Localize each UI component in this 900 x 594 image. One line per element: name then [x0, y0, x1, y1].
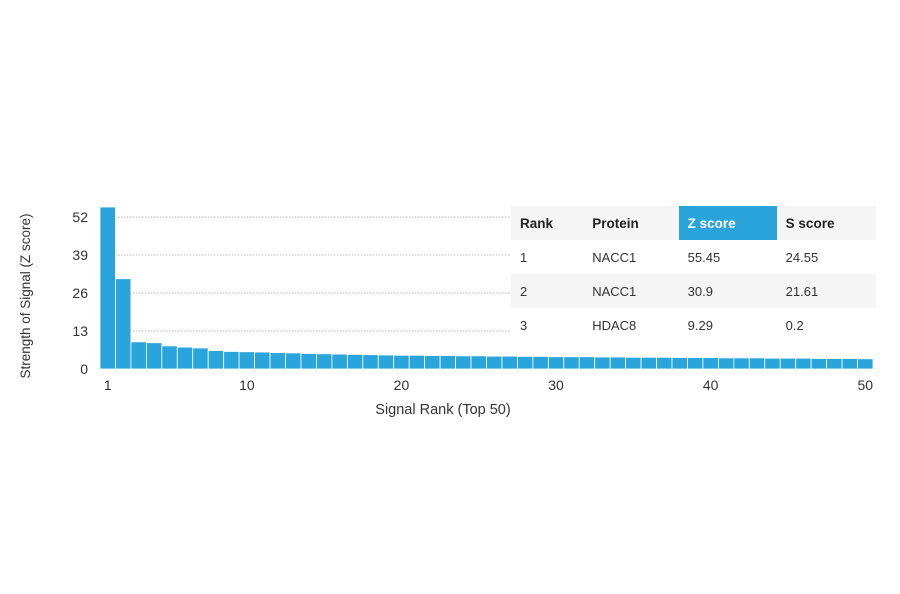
- bar: [377, 354, 395, 370]
- bar: [718, 357, 735, 370]
- bar: [393, 354, 410, 370]
- bar: [687, 357, 704, 370]
- y-tick-label: 39: [72, 247, 88, 263]
- table-row: 3 HDAC8 9.29 0.2: [511, 308, 876, 342]
- bar: [300, 353, 317, 370]
- bar: [207, 350, 225, 370]
- bar: [702, 357, 719, 370]
- bar: [841, 358, 858, 370]
- grid-lines: [100, 216, 510, 332]
- x-axis-label: Signal Rank (Top 50): [375, 402, 510, 418]
- cell-s-score: 24.55: [776, 240, 876, 274]
- score-table: Rank Protein Z score S score 1 NACC1 55.…: [511, 206, 876, 342]
- cell-z-score: 55.45: [678, 240, 777, 274]
- bar: [316, 353, 333, 370]
- y-tick-label: 13: [72, 323, 88, 339]
- bar: [161, 345, 178, 370]
- bar: [145, 342, 163, 370]
- cell-protein: HDAC8: [583, 308, 679, 342]
- header-rank: Rank: [511, 206, 584, 240]
- bar: [424, 355, 441, 370]
- bar: [130, 341, 147, 370]
- cell-protein: NACC1: [583, 240, 679, 274]
- bar: [455, 355, 472, 370]
- bar: [408, 354, 426, 370]
- bar: [285, 352, 302, 370]
- header-z-score: Z score: [678, 206, 777, 240]
- bar: [439, 355, 456, 370]
- x-tick-label: 40: [703, 377, 719, 393]
- x-tick-label: 10: [239, 377, 255, 393]
- bar: [826, 358, 843, 370]
- bar: [517, 356, 534, 370]
- cell-protein: NACC1: [583, 274, 679, 308]
- cell-z-score: 30.9: [678, 274, 777, 308]
- bar: [594, 356, 611, 370]
- table-row: 1 NACC1 55.45 24.55: [511, 240, 876, 274]
- bar: [748, 357, 766, 370]
- x-tick-labels: 1 10 20 30 40 50: [104, 377, 873, 393]
- y-tick-label: 52: [72, 209, 88, 225]
- bar: [671, 357, 688, 370]
- bar: [779, 357, 797, 370]
- table-row: 2 NACC1 30.9 21.61: [511, 274, 876, 308]
- header-s-score: S score: [776, 206, 876, 240]
- x-tick-label: 20: [394, 377, 410, 393]
- x-tick-label: 30: [548, 377, 564, 393]
- bar: [609, 356, 627, 370]
- bar: [486, 355, 503, 370]
- bar: [640, 356, 657, 370]
- cell-s-score: 0.2: [776, 308, 876, 342]
- bar: [331, 353, 348, 370]
- bar: [346, 353, 364, 370]
- y-tick-labels: 0 13 26 39 52: [72, 209, 88, 377]
- x-tick-label: 1: [104, 377, 112, 393]
- bar: [269, 352, 286, 370]
- y-tick-label: 0: [80, 361, 88, 377]
- cell-rank: 1: [511, 240, 584, 274]
- table-header-row: Rank Protein Z score S score: [511, 206, 876, 240]
- cell-rank: 2: [511, 274, 584, 308]
- bar: [470, 355, 487, 370]
- bar: [857, 358, 874, 370]
- bar: [656, 356, 673, 370]
- x-tick-label: 50: [857, 377, 873, 393]
- bar: [192, 347, 209, 370]
- header-protein: Protein: [583, 206, 679, 240]
- bar: [254, 351, 271, 370]
- bars: [99, 206, 874, 370]
- cell-rank: 3: [511, 308, 584, 342]
- bar: [501, 355, 518, 370]
- bar: [532, 356, 549, 370]
- bar: [563, 356, 580, 370]
- bar: [578, 356, 596, 370]
- bar: [362, 354, 379, 370]
- cell-s-score: 21.61: [776, 274, 876, 308]
- y-axis-label: Strength of Signal (Z score): [18, 213, 33, 378]
- y-tick-label: 26: [72, 285, 88, 301]
- bar: [764, 357, 781, 370]
- bar: [115, 278, 132, 370]
- bar: [99, 206, 116, 370]
- bar: [733, 357, 750, 370]
- bar: [238, 351, 255, 370]
- bar: [795, 357, 812, 370]
- cell-z-score: 9.29: [678, 308, 777, 342]
- bar: [223, 351, 240, 370]
- bar: [810, 358, 828, 370]
- bar: [625, 356, 642, 370]
- bar: [547, 356, 565, 370]
- bar: [176, 346, 194, 370]
